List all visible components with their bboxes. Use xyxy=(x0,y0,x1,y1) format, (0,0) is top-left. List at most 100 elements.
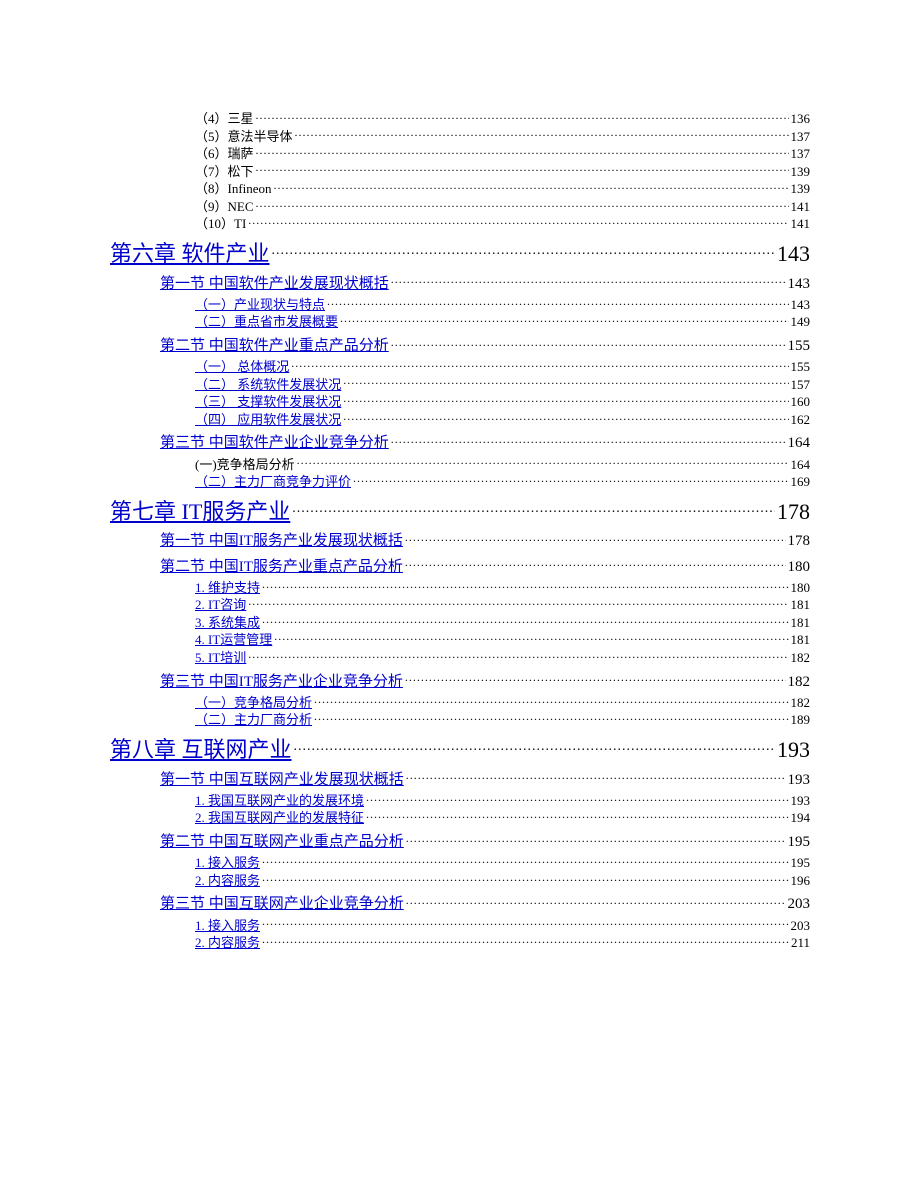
toc-entry-label: (一)竞争格局分析 xyxy=(195,456,295,474)
toc-entry[interactable]: （二）主力厂商分析 189 xyxy=(195,711,810,729)
toc-entry-label[interactable]: （一）竞争格局分析 xyxy=(195,694,312,712)
toc-entry[interactable]: 第二节 中国互联网产业重点产品分析195 xyxy=(160,831,810,852)
toc-entry[interactable]: 1. 接入服务 203 xyxy=(195,917,810,935)
toc-leader-dots xyxy=(405,556,786,571)
toc-entry[interactable]: 2. 内容服务 196 xyxy=(195,872,810,890)
toc-entry-label[interactable]: 3. 系统集成 xyxy=(195,614,260,632)
toc-entry-label[interactable]: 4. IT运营管理 xyxy=(195,631,272,649)
toc-entry[interactable]: 第三节 中国IT服务产业企业竞争分析182 xyxy=(160,671,810,692)
toc-entry-label[interactable]: 第一节 中国软件产业发展现状概括 xyxy=(160,274,389,294)
toc-entry-page: 203 xyxy=(791,917,811,935)
toc-entry-label[interactable]: 第一节 中国互联网产业发展现状概括 xyxy=(160,770,404,790)
toc-entry[interactable]: （三） 支撑软件发展状况160 xyxy=(195,393,810,411)
toc-entry[interactable]: 第二节 中国软件产业重点产品分析155 xyxy=(160,335,810,356)
toc-entry[interactable]: 4. IT运营管理 181 xyxy=(195,631,810,649)
toc-entry: (一)竞争格局分析164 xyxy=(195,456,810,474)
toc-entry[interactable]: （一）竞争格局分析182 xyxy=(195,694,810,712)
toc-entry-label[interactable]: 第二节 中国IT服务产业重点产品分析 xyxy=(160,557,403,577)
toc-leader-dots xyxy=(391,432,786,447)
toc-entry-page: 143 xyxy=(788,274,811,294)
toc-entry[interactable]: 第一节 中国IT服务产业发展现状概括178 xyxy=(160,530,810,551)
toc-entry[interactable]: 1. 维护支持180 xyxy=(195,579,810,597)
toc-entry[interactable]: （二） 系统软件发展状况157 xyxy=(195,376,810,394)
toc-leader-dots xyxy=(327,296,788,309)
toc-entry-label[interactable]: 2. 内容服务 xyxy=(195,872,260,890)
toc-entry-label[interactable]: 第三节 中国软件产业企业竞争分析 xyxy=(160,433,389,453)
toc-entry-label[interactable]: 1. 维护支持 xyxy=(195,579,260,597)
toc-entry: （9）NEC141 xyxy=(195,198,810,216)
toc-entry-label[interactable]: 1. 接入服务 xyxy=(195,854,260,872)
toc-entry[interactable]: 第八章 互联网产业193 xyxy=(110,735,810,765)
toc-entry[interactable]: （二）重点省市发展概要149 xyxy=(195,313,810,331)
toc-entry-page: 143 xyxy=(777,239,810,269)
toc-entry-page: 196 xyxy=(791,872,811,890)
toc-entry[interactable]: 第六章 软件产业 143 xyxy=(110,239,810,269)
toc-entry-label[interactable]: 第七章 IT服务产业 xyxy=(110,497,290,527)
toc-entry[interactable]: 1. 接入服务195 xyxy=(195,854,810,872)
toc-leader-dots xyxy=(256,163,789,176)
toc-leader-dots xyxy=(262,872,788,885)
toc-entry-page: 194 xyxy=(791,809,811,827)
toc-leader-dots xyxy=(340,313,788,326)
toc-entry-page: 139 xyxy=(791,180,811,198)
toc-leader-dots xyxy=(405,530,786,545)
toc-entry[interactable]: （二）主力厂商竞争力评价169 xyxy=(195,473,810,491)
toc-entry-label: （5）意法半导体 xyxy=(195,128,293,146)
toc-entry-label[interactable]: 2. 我国互联网产业的发展特征 xyxy=(195,809,364,827)
toc-entry-label[interactable]: 第三节 中国互联网产业企业竞争分析 xyxy=(160,894,404,914)
toc-entry-label: （8）Infineon xyxy=(195,180,272,198)
toc-entry[interactable]: 第三节 中国软件产业企业竞争分析164 xyxy=(160,432,810,453)
toc-entry[interactable]: 5. IT培训182 xyxy=(195,649,810,667)
toc-leader-dots xyxy=(292,497,775,519)
toc-entry[interactable]: 1. 我国互联网产业的发展环境193 xyxy=(195,792,810,810)
toc-entry[interactable]: 2. 我国互联网产业的发展特征 194 xyxy=(195,809,810,827)
toc-entry[interactable]: 3. 系统集成181 xyxy=(195,614,810,632)
toc-entry: （4）三星136 xyxy=(195,110,810,128)
toc-leader-dots xyxy=(262,854,788,867)
toc-entry-label[interactable]: （三） 支撑软件发展状况 xyxy=(195,393,341,411)
toc-entry-label[interactable]: 2. IT咨询 xyxy=(195,596,246,614)
toc-entry-label[interactable]: （二）主力厂商竞争力评价 xyxy=(195,473,351,491)
toc-entry-label[interactable]: 1. 接入服务 xyxy=(195,917,260,935)
toc-entry[interactable]: 第一节 中国软件产业发展现状概括 143 xyxy=(160,273,810,294)
toc-entry-label[interactable]: （二）主力厂商分析 xyxy=(195,711,312,729)
toc-leader-dots xyxy=(366,792,788,805)
toc-entry-page: 181 xyxy=(791,631,811,649)
toc-entry: （5）意法半导体137 xyxy=(195,128,810,146)
toc-entry-label[interactable]: 5. IT培训 xyxy=(195,649,246,667)
toc-entry[interactable]: 第二节 中国IT服务产业重点产品分析180 xyxy=(160,556,810,577)
toc-entry-page: 178 xyxy=(777,497,810,527)
toc-entry-label[interactable]: 第二节 中国互联网产业重点产品分析 xyxy=(160,832,404,852)
toc-entry-label[interactable]: （二） 系统软件发展状况 xyxy=(195,376,341,394)
toc-entry[interactable]: （四） 应用软件发展状况162 xyxy=(195,411,810,429)
toc-entry-label[interactable]: （一）产业现状与特点 xyxy=(195,296,325,314)
toc-entry-page: 141 xyxy=(791,215,811,233)
toc-entry[interactable]: （一）产业现状与特点143 xyxy=(195,296,810,314)
toc-entry-page: 139 xyxy=(791,163,811,181)
toc-leader-dots xyxy=(343,411,788,424)
toc-entry-label[interactable]: 1. 我国互联网产业的发展环境 xyxy=(195,792,364,810)
toc-leader-dots xyxy=(391,273,786,288)
toc-entry-label[interactable]: 第六章 软件产业 xyxy=(110,239,270,269)
toc-leader-dots xyxy=(256,110,789,123)
toc-entry-label[interactable]: （四） 应用软件发展状况 xyxy=(195,411,341,429)
toc-entry[interactable]: 第一节 中国互联网产业发展现状概括193 xyxy=(160,769,810,790)
toc-entry-label[interactable]: （二）重点省市发展概要 xyxy=(195,313,338,331)
toc-entry-label[interactable]: 第三节 中国IT服务产业企业竞争分析 xyxy=(160,672,403,692)
toc-entry[interactable]: 第七章 IT服务产业 178 xyxy=(110,497,810,527)
toc-leader-dots xyxy=(272,239,775,261)
toc-entry-label[interactable]: 第二节 中国软件产业重点产品分析 xyxy=(160,336,389,356)
toc-entry[interactable]: 第三节 中国互联网产业企业竞争分析203 xyxy=(160,893,810,914)
toc-entry-label: （7）松下 xyxy=(195,163,254,181)
toc-entry-label[interactable]: 第八章 互联网产业 xyxy=(110,735,292,765)
toc-entry-label[interactable]: 第一节 中国IT服务产业发展现状概括 xyxy=(160,531,403,551)
toc-entry-label[interactable]: （一） 总体概况 xyxy=(195,358,289,376)
toc-entry-label[interactable]: 2. 内容服务 xyxy=(195,934,260,952)
toc-entry[interactable]: 2. 内容服务211 xyxy=(195,934,810,952)
toc-leader-dots xyxy=(297,456,789,469)
toc-leader-dots xyxy=(295,128,789,141)
toc-entry[interactable]: （一） 总体概况155 xyxy=(195,358,810,376)
toc-leader-dots xyxy=(406,769,786,784)
toc-entry[interactable]: 2. IT咨询181 xyxy=(195,596,810,614)
toc-entry-page: 189 xyxy=(791,711,811,729)
